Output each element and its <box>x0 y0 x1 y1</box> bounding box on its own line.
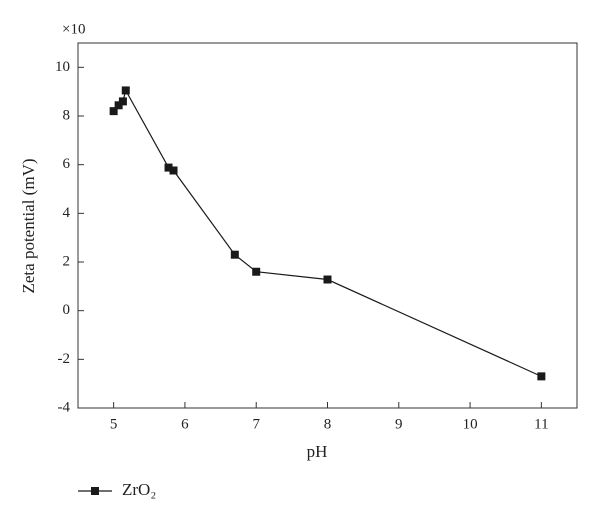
data-point <box>252 267 261 276</box>
series-line <box>113 88 542 377</box>
plot-frame <box>77 42 578 409</box>
legend-label: ZrO₂ <box>122 480 156 499</box>
y-axis-label: Zeta potential (mV) <box>19 158 38 293</box>
data-point <box>169 166 178 175</box>
y-tick-label: 0 <box>63 302 71 318</box>
y-tick-label: 10 <box>55 59 70 75</box>
y-scale-note: ×10 <box>62 21 85 37</box>
data-point <box>114 101 123 110</box>
y-tick-label: 2 <box>63 253 71 269</box>
y-tick-label: 8 <box>63 107 71 123</box>
data-point <box>109 107 118 116</box>
x-tick-label: 7 <box>252 416 260 432</box>
data-point <box>323 275 332 284</box>
legend-marker <box>91 487 99 495</box>
data-point <box>230 250 239 259</box>
x-tick-label: 6 <box>181 416 189 432</box>
x-tick-label: 10 <box>463 416 478 432</box>
x-tick-label: 5 <box>110 416 118 432</box>
y-tick-label: -2 <box>58 351 71 367</box>
data-point <box>164 163 173 172</box>
data-point <box>537 372 546 381</box>
y-tick-label: 4 <box>63 205 71 221</box>
y-tick-label: -4 <box>58 399 71 415</box>
data-point <box>121 86 130 95</box>
y-tick-label: 6 <box>63 156 71 172</box>
x-tick-label: 9 <box>395 416 403 432</box>
x-tick-label: 8 <box>324 416 332 432</box>
x-axis-label: pH <box>307 442 328 461</box>
x-tick-label: 11 <box>534 416 548 432</box>
data-point <box>118 97 127 106</box>
